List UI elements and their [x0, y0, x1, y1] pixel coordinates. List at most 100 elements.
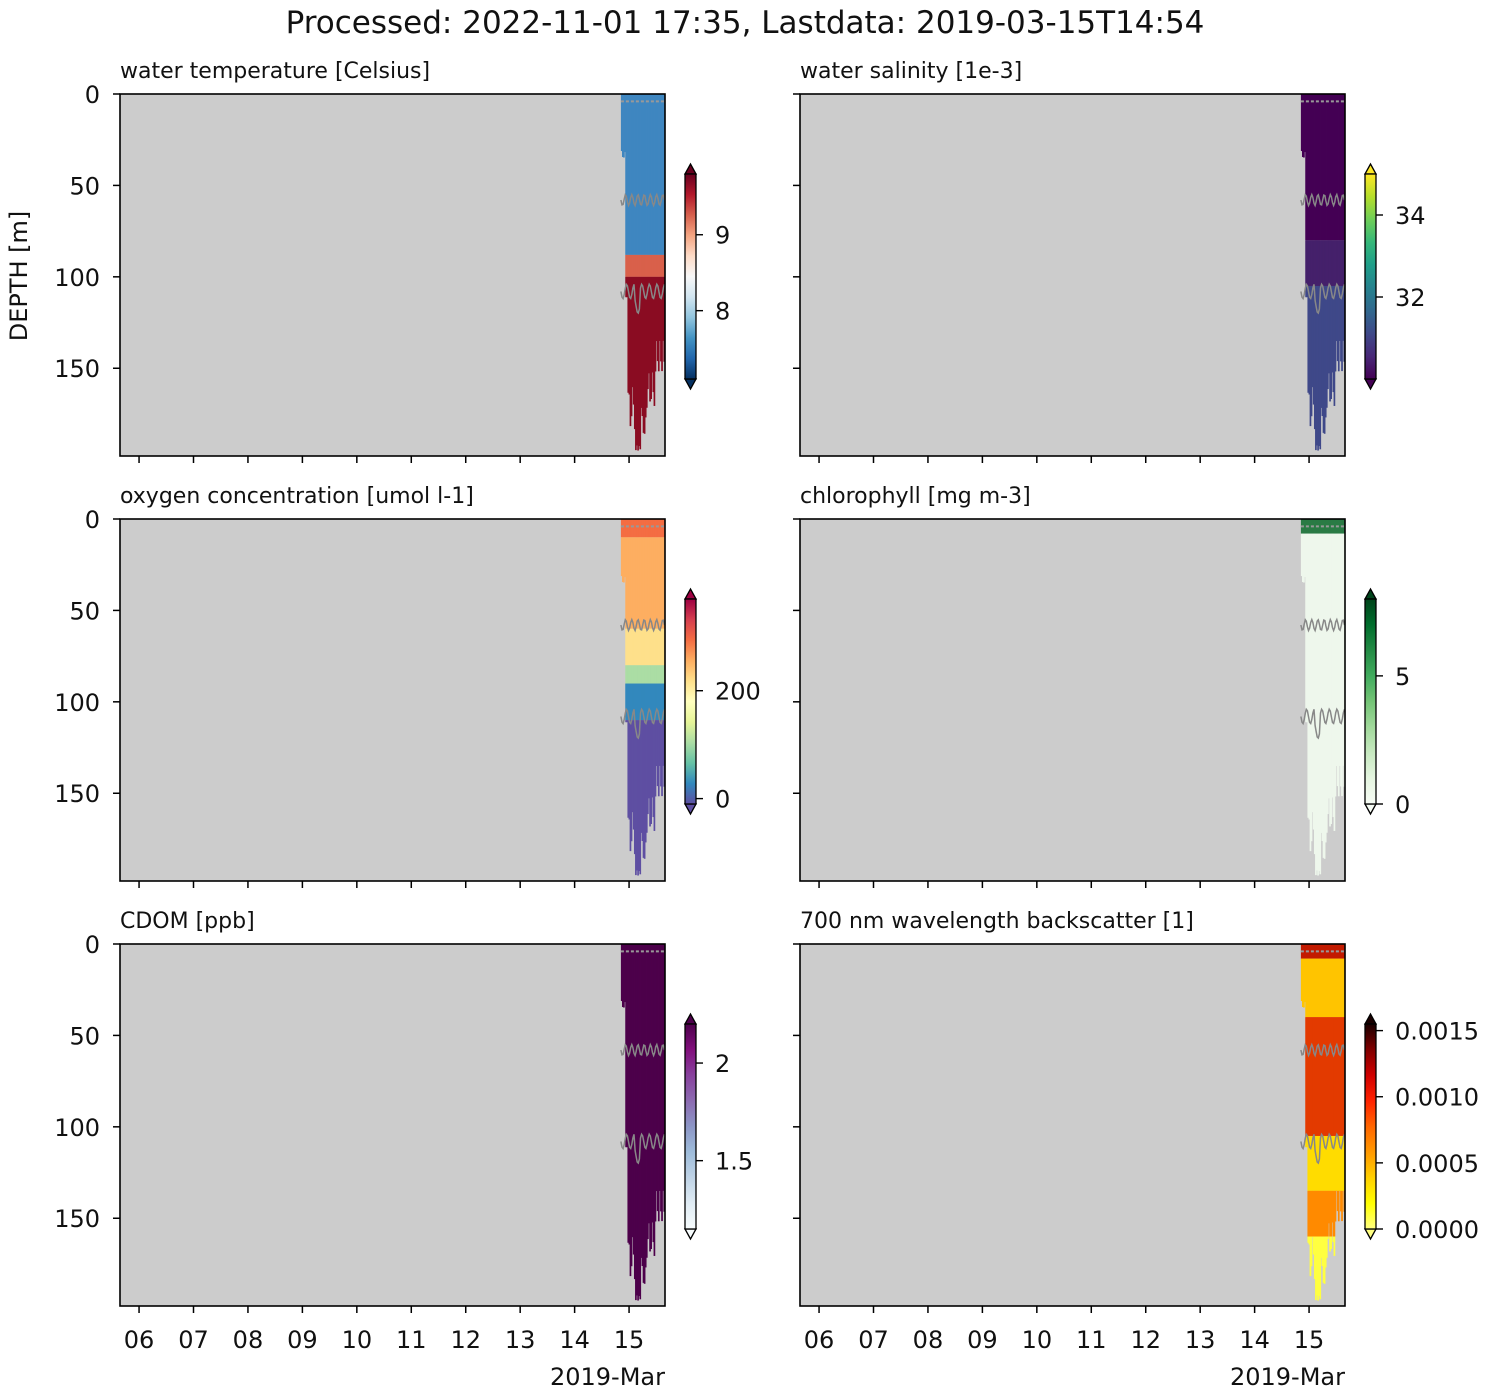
data-cell [651, 720, 654, 798]
chart-panel: oxygen concentration [umol l-1] 0 50 100 150… [54, 484, 761, 888]
chart-panel: chlorophyll [mg m-3]05 [793, 484, 1410, 888]
data-cell [1329, 240, 1331, 286]
data-column [1315, 519, 1317, 876]
data-column [661, 944, 663, 1222]
data-cell [1305, 1135, 1307, 1148]
data-cell [1319, 94, 1322, 241]
data-cell [1335, 240, 1338, 286]
data-cell [1313, 958, 1316, 1018]
data-cell [648, 276, 650, 374]
data-cell [637, 254, 639, 277]
data-column [624, 944, 626, 1003]
data-cell [633, 276, 636, 430]
data-column [637, 944, 639, 1301]
data-cell [650, 944, 652, 1250]
data-column [645, 944, 648, 1258]
data-column [1307, 94, 1310, 393]
data-cell [652, 683, 655, 721]
data-cell [1319, 1135, 1322, 1191]
data-cell [1312, 285, 1315, 405]
data-cell [1325, 240, 1328, 286]
data-cell [647, 628, 649, 666]
chart-panel: 700 nm wavelength backscatter [1] 06 07 08 0… [793, 909, 1479, 1391]
data-cell [651, 254, 654, 277]
data-cell [1304, 94, 1306, 153]
data-cell [645, 519, 648, 538]
data-column [649, 519, 651, 827]
data-cell [1310, 285, 1313, 417]
data-cell [1321, 1017, 1324, 1136]
data-cell [1325, 1135, 1328, 1191]
data-cell [627, 537, 630, 629]
data-column [1339, 944, 1341, 1191]
data-column [1316, 94, 1318, 446]
data-cell [1336, 958, 1339, 1018]
x-tick-label: 10 [342, 1326, 373, 1354]
data-column [643, 94, 646, 434]
data-cell [662, 944, 664, 1191]
data-column [633, 944, 636, 1280]
data-cell [1316, 1017, 1318, 1136]
data-column [621, 519, 624, 583]
data-cell [1332, 1135, 1335, 1191]
data-cell [1320, 958, 1323, 1018]
data-cell [1327, 1236, 1329, 1240]
data-column [1329, 944, 1331, 1252]
data-cell [643, 944, 646, 1284]
data-cell [635, 519, 637, 538]
data-cell [1329, 519, 1331, 534]
data-column [651, 94, 654, 373]
data-cell [1339, 944, 1341, 959]
data-cell [1310, 1236, 1313, 1267]
data-cell [643, 665, 646, 684]
data-column [1337, 94, 1340, 372]
data-cell [639, 665, 642, 684]
data-cell [651, 944, 654, 1223]
data-cell [1342, 1017, 1344, 1136]
data-cell [645, 720, 648, 833]
data-column [657, 519, 660, 797]
axes-frame [799, 518, 1346, 882]
data-cell [662, 665, 664, 684]
data-column [621, 94, 624, 158]
data-column [652, 94, 655, 393]
data-cell [642, 944, 645, 1283]
data-cell [1315, 519, 1317, 534]
y-tick-label: 150 [54, 1205, 100, 1233]
data-cell [1319, 285, 1322, 450]
data-column [652, 944, 655, 1243]
data-cell [620, 519, 623, 538]
data-column [656, 944, 659, 1212]
data-column [641, 944, 644, 1267]
data-column [661, 519, 663, 797]
data-cell [650, 94, 652, 255]
data-cell [1329, 533, 1331, 827]
data-column [1325, 94, 1328, 408]
data-cell [639, 254, 642, 277]
data-cell [630, 254, 633, 277]
plot-background [120, 94, 665, 456]
data-cell [1312, 958, 1315, 1018]
data-cell [1324, 1190, 1327, 1237]
data-column [656, 94, 659, 362]
data-cell [1342, 285, 1344, 341]
data-column [630, 944, 633, 1267]
x-tick-label: 15 [1294, 1326, 1325, 1354]
y-tick-label: 150 [54, 780, 100, 808]
colorbar: 1.52 [683, 1012, 753, 1241]
data-column [628, 94, 631, 395]
data-cell [1308, 958, 1311, 1018]
data-cell [629, 720, 632, 852]
data-column [649, 94, 651, 402]
data-cell [1320, 285, 1323, 408]
colorbar-body [684, 598, 697, 805]
data-cell [654, 720, 657, 797]
data-cell [1330, 958, 1332, 1018]
data-cell [638, 944, 641, 1297]
data-column [1334, 944, 1337, 1222]
data-cell [649, 254, 651, 277]
data-cell [648, 519, 650, 538]
data-cell [636, 254, 638, 277]
data-cell [656, 720, 659, 787]
data-cell [1305, 533, 1307, 723]
